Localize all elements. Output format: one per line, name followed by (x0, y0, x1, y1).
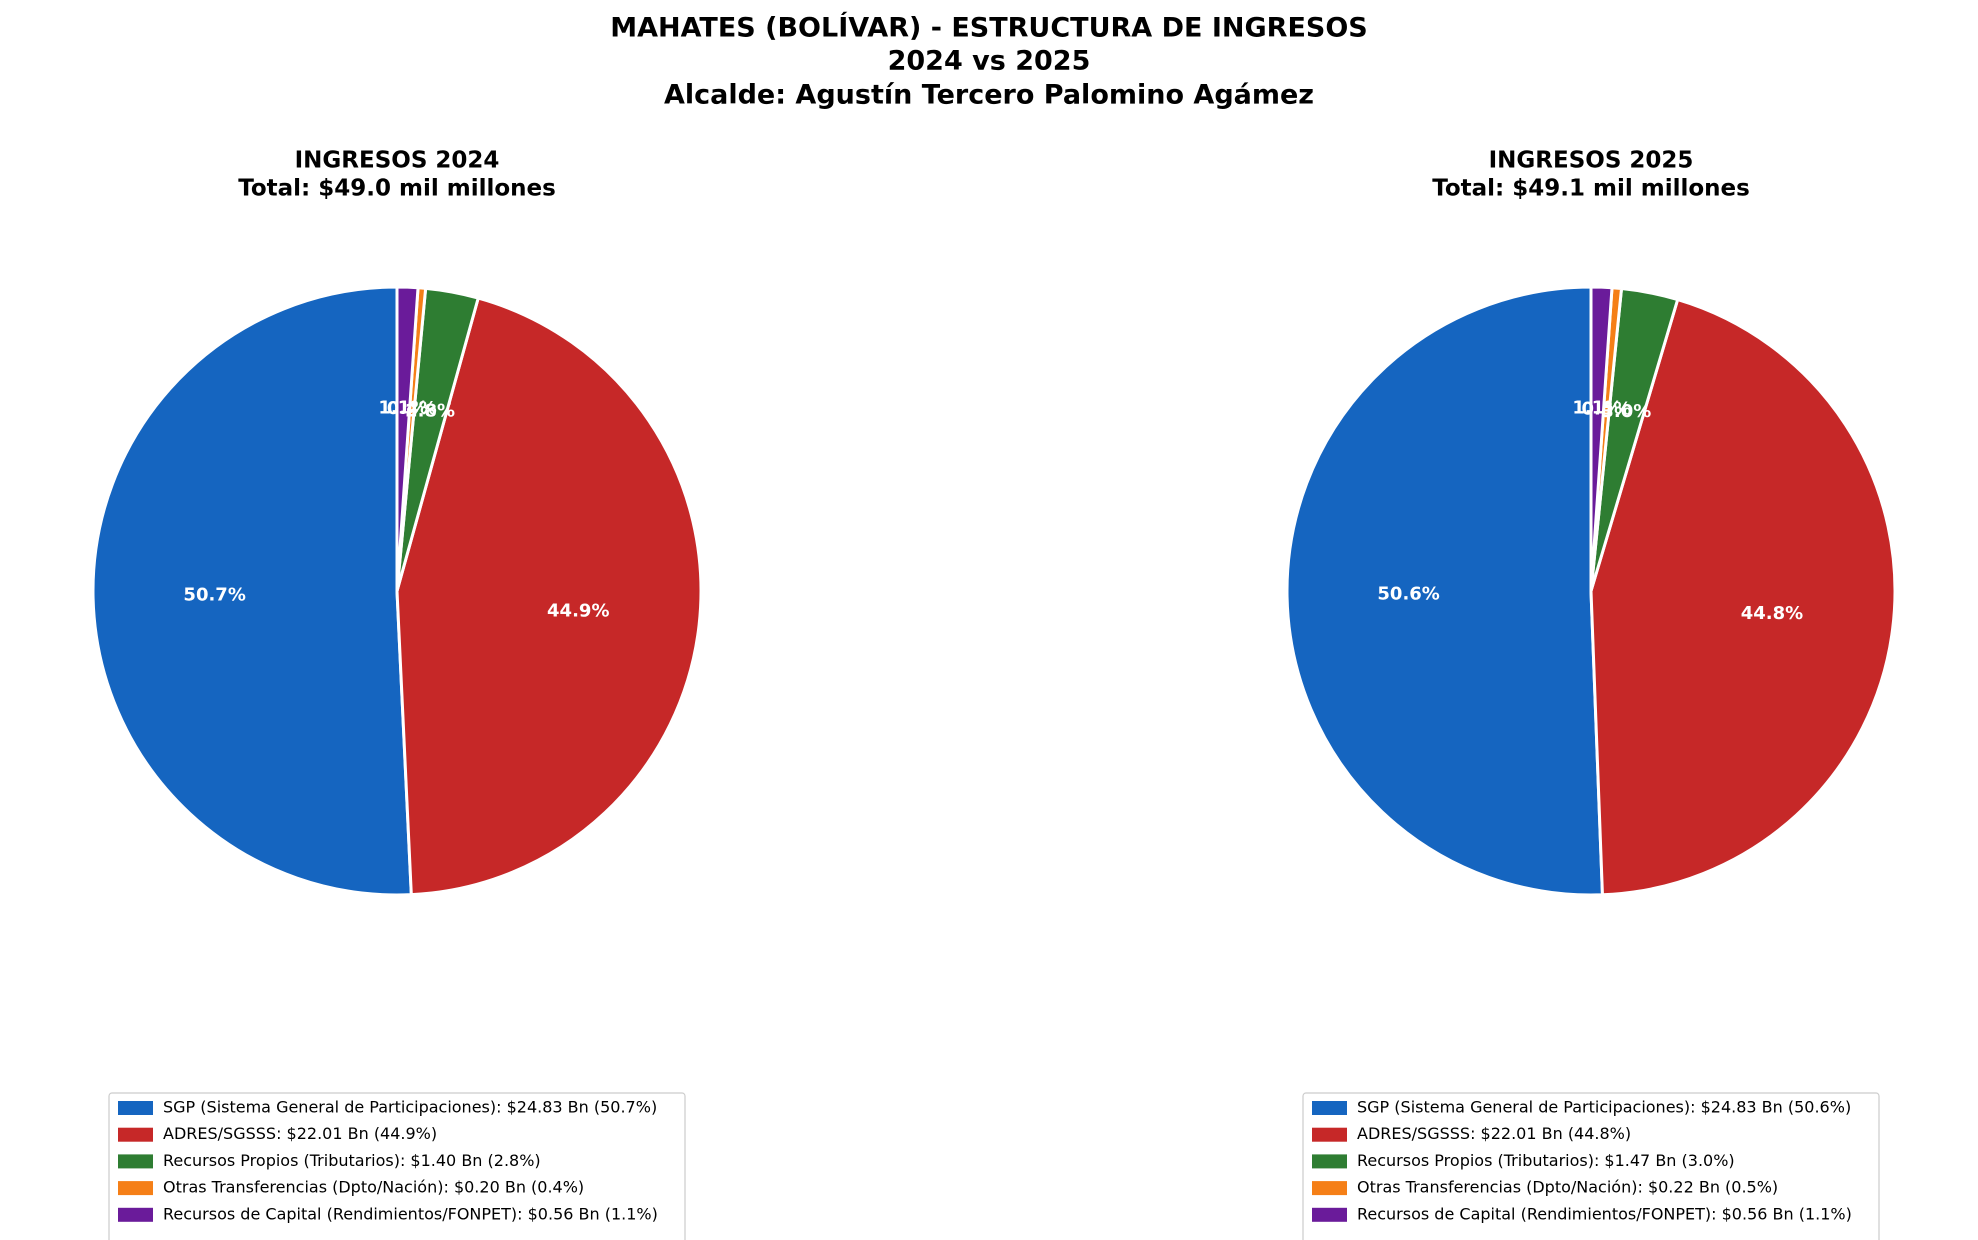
chart-title: INGRESOS 2025 (1489, 148, 1694, 174)
slice-label: 50.7% (183, 584, 245, 605)
legend-label: SGP (Sistema General de Participaciones)… (1357, 1098, 1851, 1117)
slice-label: 1.1% (1572, 398, 1622, 419)
pie-slice (1285, 285, 1605, 897)
legend-swatch (1312, 1154, 1347, 1169)
pie-slice (395, 296, 703, 897)
page-title: 2024 vs 2025 (888, 46, 1091, 77)
legend-label: ADRES/SGSSS: $22.01 Bn (44.8%) (1357, 1124, 1631, 1143)
legend-label: Recursos Propios (Tributarios): $1.47 Bn… (1357, 1151, 1735, 1170)
chart-subtitle: Total: $49.0 mil millones (238, 176, 556, 202)
page-title: MAHATES (BOLÍVAR) - ESTRUCTURA DE INGRES… (610, 12, 1368, 44)
slice-label: 0.5% (1581, 398, 1631, 419)
slice-label: 2.8% (405, 401, 455, 422)
legend-swatch (118, 1101, 153, 1115)
pie-slice (1589, 285, 1614, 592)
slice-label: 50.6% (1377, 583, 1439, 604)
legend-label: Otras Transferencias (Dpto/Nación): $0.2… (163, 1178, 584, 1197)
legend-label: Otras Transferencias (Dpto/Nación): $0.2… (1357, 1178, 1778, 1197)
legend-swatch (118, 1127, 153, 1142)
pie-slice (91, 285, 413, 897)
legend-box (1302, 1092, 1880, 1240)
legend-swatch (1312, 1181, 1347, 1196)
legend-label: Recursos Propios (Tributarios): $1.40 Bn… (163, 1151, 541, 1170)
legend-swatch (118, 1207, 153, 1222)
legend-swatch (118, 1181, 153, 1196)
page-title: Alcalde: Agustín Tercero Palomino Agámez (664, 80, 1314, 111)
legend-label: SGP (Sistema General de Participaciones)… (163, 1098, 657, 1117)
legend-swatch (1312, 1101, 1347, 1115)
slice-label: 1.1% (378, 398, 428, 419)
chart-subtitle: Total: $49.1 mil millones (1432, 176, 1750, 202)
legend-label: ADRES/SGSSS: $22.01 Bn (44.9%) (163, 1124, 437, 1143)
legend-label: Recursos de Capital (Rendimientos/FONPET… (163, 1204, 658, 1223)
legend-box (108, 1092, 686, 1240)
slice-label: 44.9% (547, 600, 609, 621)
slice-label: 0.4% (387, 398, 437, 419)
legend-label: Recursos de Capital (Rendimientos/FONPET… (1357, 1204, 1852, 1223)
slice-label: 44.8% (1741, 603, 1803, 624)
legend-swatch (1312, 1127, 1347, 1142)
legend-swatch (1312, 1207, 1347, 1222)
legend-swatch (118, 1154, 153, 1169)
slice-label: 3.0% (1601, 401, 1651, 422)
chart-title: INGRESOS 2024 (295, 148, 500, 174)
pie-slice (1589, 297, 1897, 897)
pie-slice (395, 285, 420, 592)
